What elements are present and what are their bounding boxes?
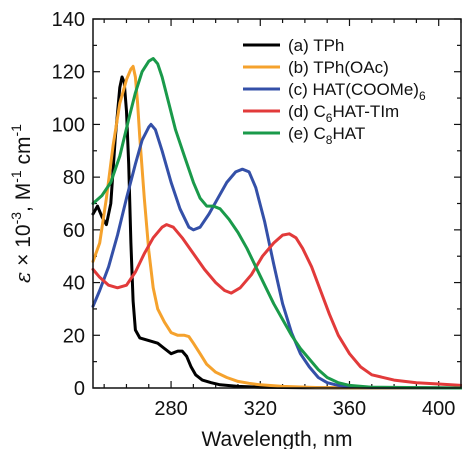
plot-frame	[92, 18, 462, 389]
x-tick-label: 280	[154, 398, 187, 420]
tick-labels: 0 20 40 60 80 100 120 140 280 320 360 400	[52, 9, 456, 420]
legend: (a) TPh (b) TPh(OAc) (c) HAT(COOMe)6(d) C6…	[243, 36, 426, 147]
y-axis-title-superscript: -3	[8, 212, 24, 225]
series-lines	[91, 57, 462, 390]
legend-label-4: (d) C6HAT-TIm	[288, 102, 399, 125]
x-axis-title: Wavelength, nm	[202, 428, 353, 449]
y-axis-title-part: × 10	[12, 224, 35, 271]
y-axis-title-superscript: -1	[8, 124, 24, 137]
y-tick-label: 80	[63, 167, 85, 189]
legend-label-3: (c) HAT(COOMe)6	[288, 80, 426, 103]
legend-label-1: (a) TPh	[288, 36, 344, 55]
y-tick-label: 0	[74, 378, 85, 400]
y-axis-title-superscript: -1	[8, 170, 24, 183]
y-axis-title-part: , M	[12, 183, 35, 212]
y-axis-title: ε × 10-3, M-1 cm-1	[8, 124, 35, 283]
y-axis-title-part: cm	[12, 136, 35, 170]
series-line-4	[91, 223, 462, 387]
x-tick-label: 320	[244, 398, 277, 420]
x-tick-label: 400	[422, 398, 455, 420]
legend-label-5: (e) C8HAT	[288, 124, 365, 147]
y-tick-label: 60	[63, 220, 85, 242]
legend-label-2: (b) TPh(OAc)	[288, 58, 389, 77]
y-tick-label: 40	[63, 273, 85, 295]
y-tick-label: 20	[63, 325, 85, 347]
axis-ticks	[93, 18, 462, 389]
y-tick-label: 120	[52, 62, 85, 84]
y-tick-label: 140	[52, 9, 85, 31]
series-line-3	[91, 122, 462, 390]
y-tick-label: 100	[52, 114, 85, 136]
series-line-5	[91, 57, 462, 390]
series-line-2	[91, 64, 462, 390]
x-tick-label: 360	[333, 398, 366, 420]
y-axis-title-part: ε	[11, 272, 35, 283]
